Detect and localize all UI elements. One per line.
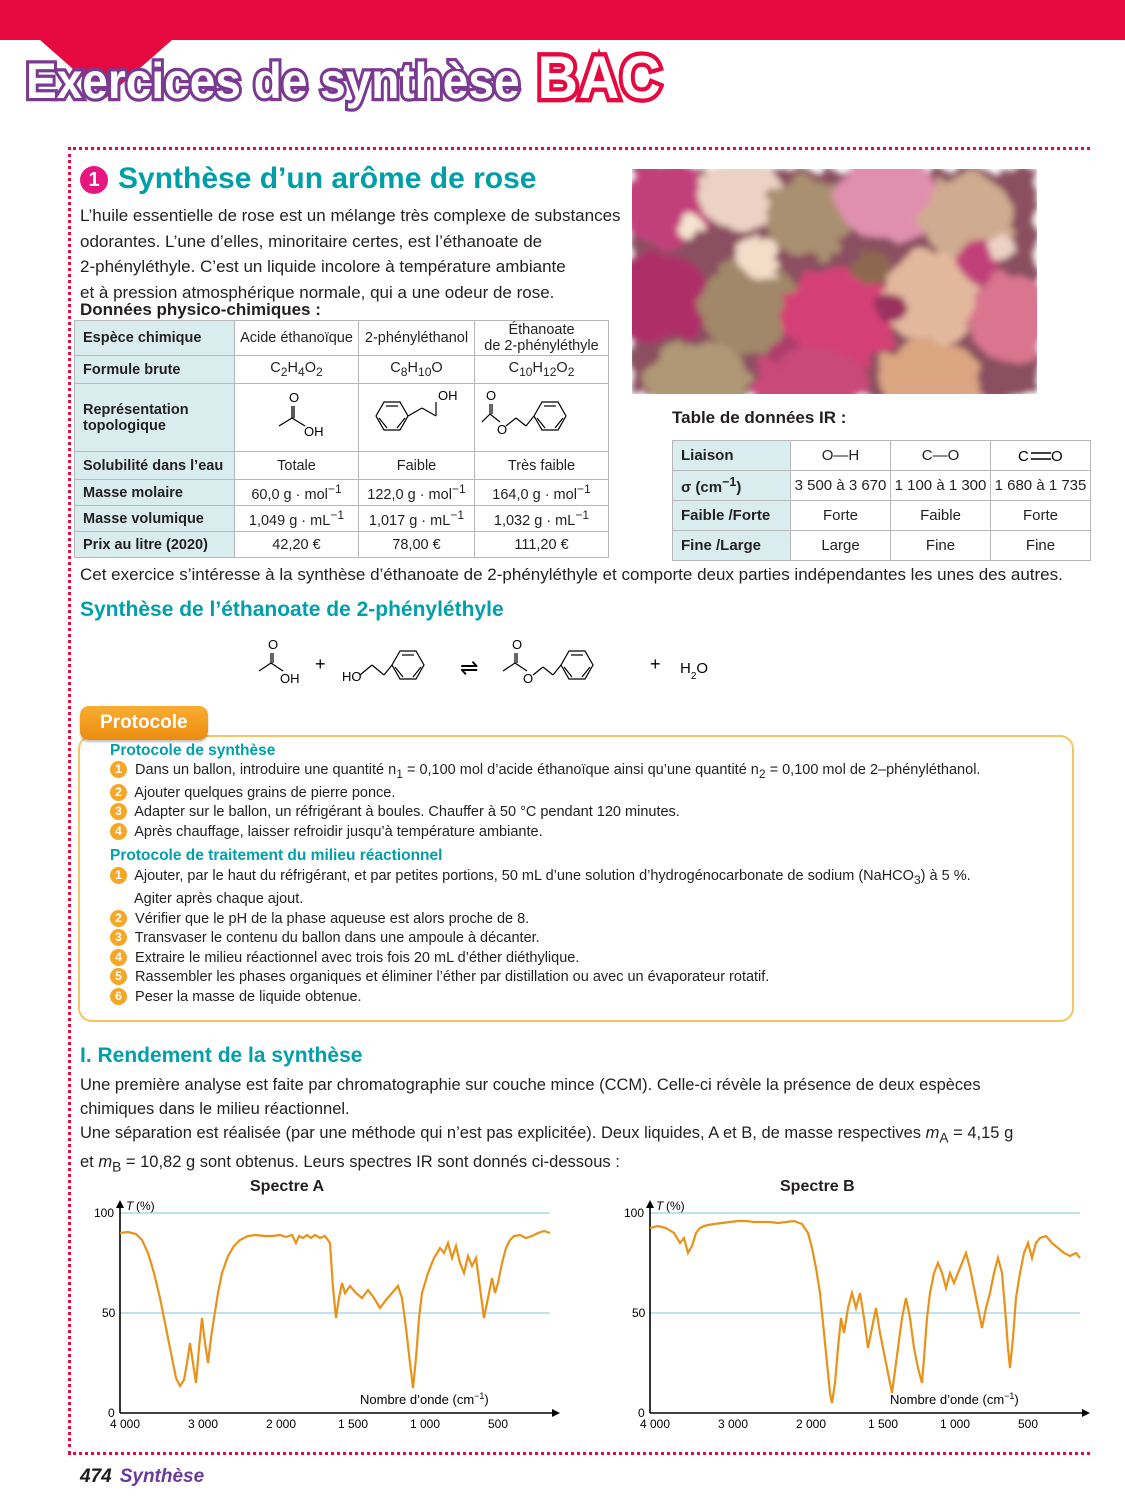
svg-text:50: 50 xyxy=(632,1306,646,1320)
svg-text:3 000: 3 000 xyxy=(718,1417,748,1431)
svg-text:(%): (%) xyxy=(666,1199,685,1213)
svg-text:50: 50 xyxy=(102,1306,116,1320)
svg-text:Nombre d’onde (cm−1): Nombre d’onde (cm−1) xyxy=(360,1391,489,1407)
svg-text:1 500: 1 500 xyxy=(338,1417,368,1431)
svg-text:O: O xyxy=(1051,448,1063,464)
svg-text:O: O xyxy=(268,637,278,652)
svg-text:500: 500 xyxy=(488,1417,508,1431)
svg-text:O: O xyxy=(497,422,507,437)
svg-text:4 000: 4 000 xyxy=(110,1417,140,1431)
svg-text:⇌: ⇌ xyxy=(460,655,478,680)
svg-text:T: T xyxy=(126,1199,135,1213)
svg-text:OH: OH xyxy=(304,424,324,439)
svg-text:OH: OH xyxy=(438,388,458,403)
svg-text:Nombre d’onde (cm−1): Nombre d’onde (cm−1) xyxy=(890,1391,1019,1407)
svg-text:3 000: 3 000 xyxy=(188,1417,218,1431)
svg-text:1 000: 1 000 xyxy=(940,1417,970,1431)
svg-text:500: 500 xyxy=(1018,1417,1038,1431)
svg-text:T: T xyxy=(656,1199,665,1213)
svg-text:2 000: 2 000 xyxy=(266,1417,296,1431)
svg-text:2 000: 2 000 xyxy=(796,1417,826,1431)
svg-text:100: 100 xyxy=(624,1206,644,1220)
svg-text:O: O xyxy=(289,390,299,405)
svg-text:1 500: 1 500 xyxy=(868,1417,898,1431)
svg-text:100: 100 xyxy=(94,1206,114,1220)
svg-text:C: C xyxy=(1018,448,1029,464)
svg-text:+: + xyxy=(315,654,326,674)
svg-text:HO: HO xyxy=(342,669,362,684)
svg-text:+: + xyxy=(650,654,661,674)
svg-text:O: O xyxy=(512,637,522,652)
svg-text:(%): (%) xyxy=(136,1199,155,1213)
svg-text:O: O xyxy=(523,671,533,686)
svg-text:H2O: H2O xyxy=(680,660,708,682)
svg-text:4 000: 4 000 xyxy=(640,1417,670,1431)
svg-text:1 000: 1 000 xyxy=(410,1417,440,1431)
svg-text:OH: OH xyxy=(280,671,300,686)
svg-text:O: O xyxy=(486,388,496,403)
